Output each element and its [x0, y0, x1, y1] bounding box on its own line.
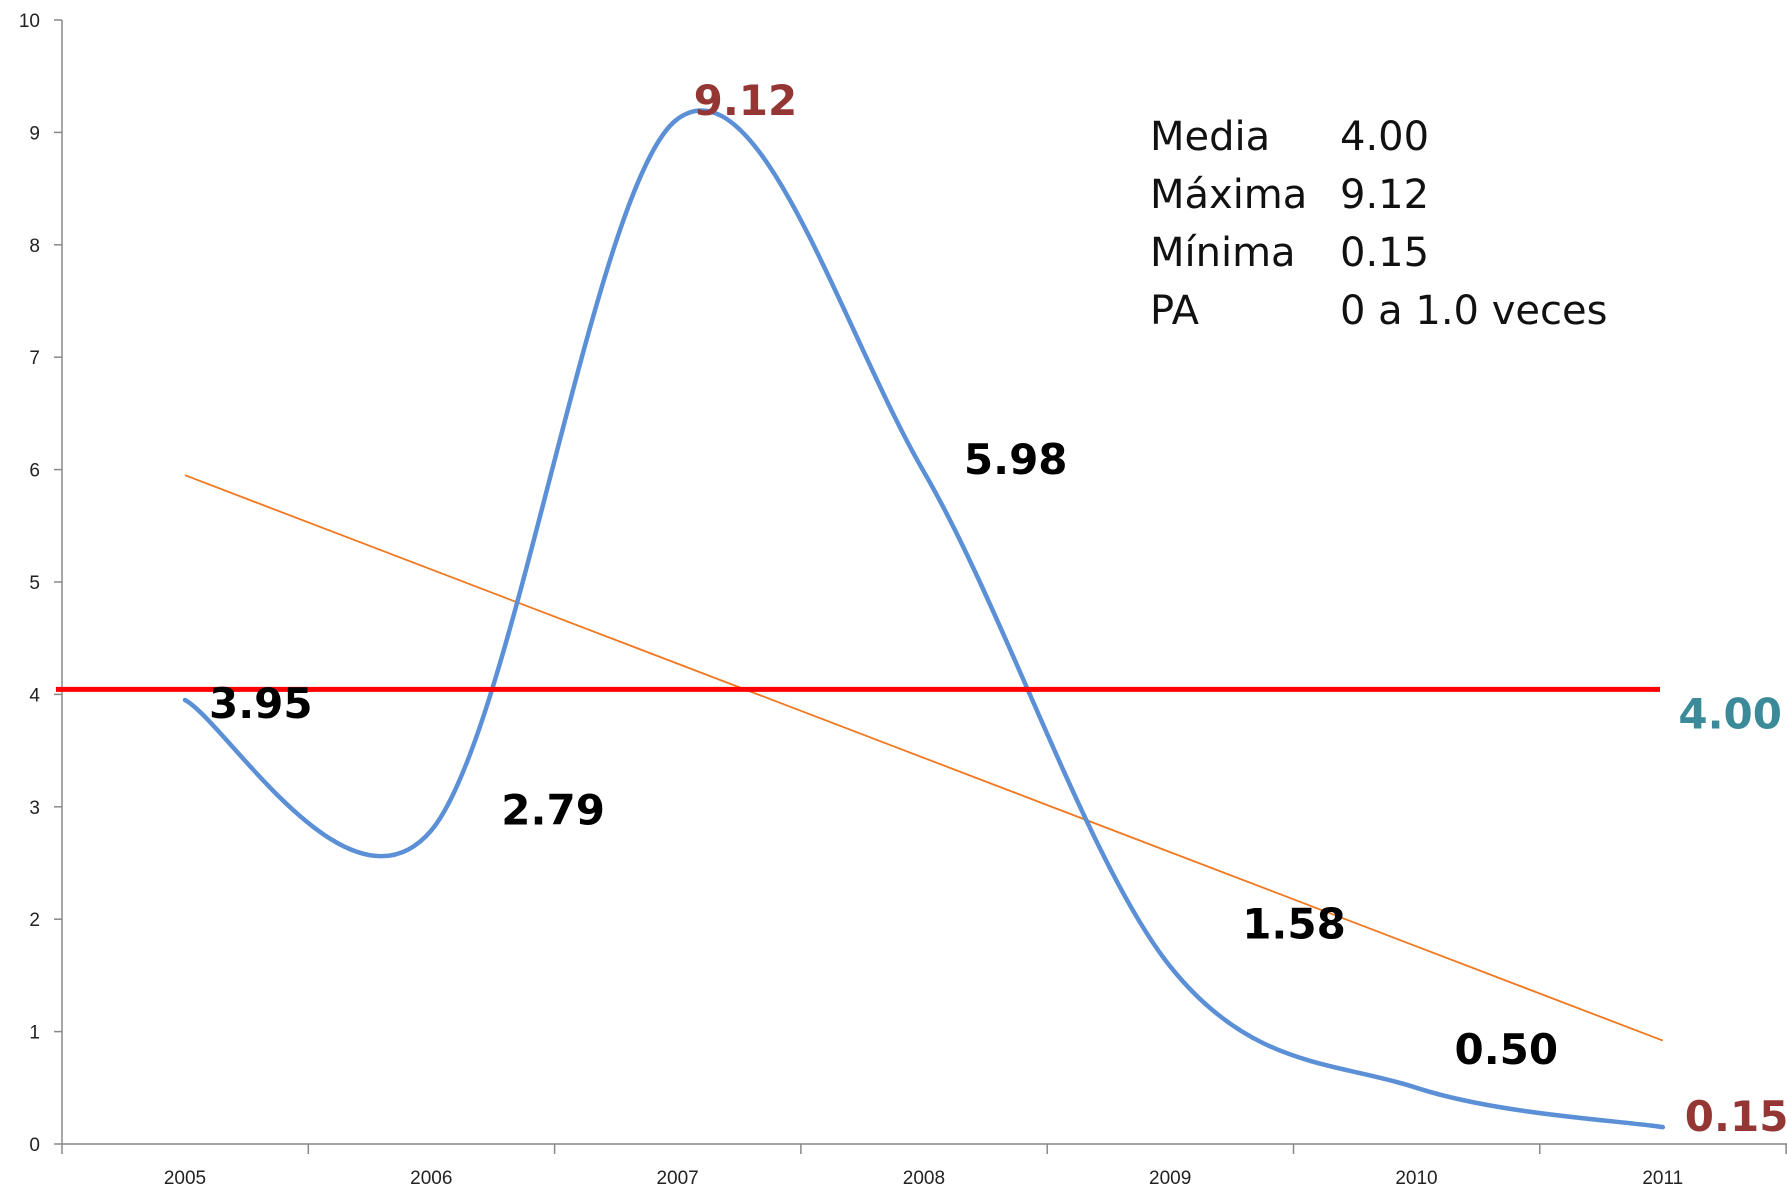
- y-tick-label: 6: [29, 461, 40, 482]
- stats-row-media: Media 4.00: [1150, 108, 1607, 166]
- x-tick-label: 2005: [164, 1168, 206, 1189]
- trendline: [184, 474, 1664, 1042]
- stats-value: 4.00: [1340, 114, 1430, 160]
- stats-value: 0.15: [1340, 230, 1430, 276]
- stats-box: Media 4.00 Máxima 9.12 Mínima 0.15 PA 0 …: [1150, 108, 1607, 340]
- data-label: 0.50: [1455, 1025, 1559, 1074]
- x-tick-label: 2007: [656, 1168, 698, 1189]
- stats-row-pa: PA 0 a 1.0 veces: [1150, 282, 1607, 340]
- y-tick-label: 9: [29, 123, 40, 144]
- y-tick-label: 5: [29, 573, 40, 594]
- x-tick-label: 2009: [1149, 1168, 1191, 1189]
- average-line-label: 4.00: [1678, 689, 1782, 738]
- stats-name: PA: [1150, 288, 1199, 334]
- y-tick-label: 3: [29, 798, 40, 819]
- y-tick-label: 4: [29, 685, 40, 706]
- axis-ticks: 0 1 2 3 4 5 6 7 8 9 10 2005 2006 2007 2008 2009 2010 2011: [19, 11, 1787, 1189]
- x-tick-label: 2008: [903, 1168, 945, 1189]
- series-line: [182, 108, 1666, 1130]
- trendline-layer: [184, 474, 1664, 1042]
- y-tick-label: 8: [29, 236, 40, 257]
- reference-line-layer: 4.00: [56, 686, 1782, 738]
- stats-value: 0 a 1.0 veces: [1340, 288, 1608, 334]
- x-tick-label: 2010: [1395, 1168, 1437, 1189]
- data-label: 1.58: [1242, 899, 1346, 948]
- stats-value: 9.12: [1340, 172, 1430, 218]
- stats-row-minima: Mínima 0.15: [1150, 224, 1607, 282]
- series-layer: [182, 108, 1666, 1130]
- data-label: 2.79: [501, 785, 605, 834]
- y-tick-label: 2: [29, 910, 40, 931]
- data-label: 5.98: [964, 435, 1068, 484]
- y-tick-label: 10: [19, 11, 40, 32]
- y-tick-label: 1: [29, 1023, 40, 1044]
- stats-name: Máxima: [1150, 172, 1308, 218]
- y-tick-label: 7: [29, 348, 40, 369]
- x-tick-label: 2006: [410, 1168, 452, 1189]
- y-tick-label: 0: [29, 1135, 40, 1156]
- stats-name: Mínima: [1150, 230, 1296, 276]
- x-tick-label: 2011: [1642, 1168, 1683, 1189]
- data-label: 0.15: [1685, 1092, 1787, 1141]
- stats-row-maxima: Máxima 9.12: [1150, 166, 1607, 224]
- data-label: 9.12: [694, 76, 798, 125]
- data-label: 3.95: [209, 679, 313, 728]
- data-labels-layer: 3.95 2.79 9.12 5.98 1.58 0.50 0.15: [209, 76, 1787, 1141]
- stats-name: Media: [1150, 114, 1271, 160]
